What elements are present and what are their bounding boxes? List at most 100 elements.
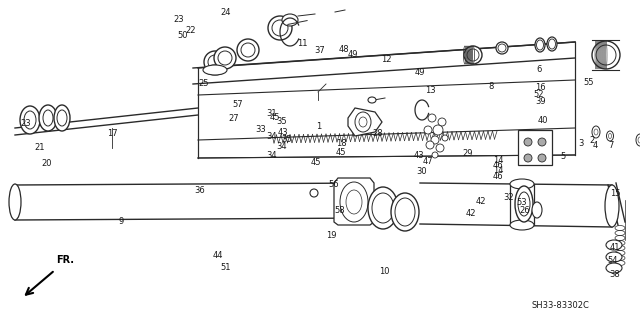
Text: 46: 46 — [493, 161, 503, 170]
Ellipse shape — [39, 105, 57, 131]
Text: SH33-83302C: SH33-83302C — [531, 301, 589, 310]
Ellipse shape — [538, 154, 546, 162]
Text: 40: 40 — [538, 116, 548, 125]
Ellipse shape — [431, 136, 439, 144]
Text: 34: 34 — [267, 151, 277, 160]
Text: 23: 23 — [174, 15, 184, 24]
Text: 38: 38 — [609, 271, 620, 279]
Text: 43: 43 — [414, 151, 424, 160]
Ellipse shape — [282, 14, 298, 26]
Ellipse shape — [9, 184, 21, 220]
Ellipse shape — [310, 189, 318, 197]
Text: 58: 58 — [334, 206, 344, 215]
Text: 50: 50 — [177, 31, 188, 40]
Text: 37: 37 — [315, 46, 325, 55]
Text: 14: 14 — [493, 156, 503, 165]
Ellipse shape — [214, 47, 236, 69]
Text: 49: 49 — [415, 68, 425, 77]
Text: 5: 5 — [561, 152, 566, 161]
Ellipse shape — [606, 240, 622, 250]
Text: 57: 57 — [233, 100, 243, 109]
Text: 56: 56 — [329, 180, 339, 189]
Text: 12: 12 — [381, 56, 392, 64]
Text: 34: 34 — [267, 132, 277, 141]
Ellipse shape — [436, 144, 444, 152]
Ellipse shape — [368, 187, 398, 229]
Text: 49: 49 — [348, 50, 358, 59]
Ellipse shape — [606, 252, 622, 262]
Ellipse shape — [203, 65, 227, 75]
Text: 39: 39 — [536, 97, 546, 106]
Text: 55: 55 — [584, 78, 594, 87]
Text: 2: 2 — [589, 137, 595, 145]
Ellipse shape — [442, 135, 448, 141]
Ellipse shape — [54, 105, 70, 131]
Text: 11: 11 — [297, 39, 307, 48]
Text: 6: 6 — [536, 65, 541, 74]
Text: 26: 26 — [520, 206, 530, 215]
Text: 18: 18 — [337, 139, 347, 148]
Text: 19: 19 — [326, 231, 337, 240]
Text: 15: 15 — [611, 189, 621, 198]
Text: 35: 35 — [282, 135, 292, 144]
Ellipse shape — [438, 118, 446, 126]
Ellipse shape — [606, 263, 622, 273]
Text: 20: 20 — [42, 159, 52, 168]
Text: 45: 45 — [270, 113, 280, 122]
Ellipse shape — [268, 16, 292, 40]
Bar — [518, 130, 552, 165]
Text: 3: 3 — [579, 139, 584, 148]
Text: 35: 35 — [276, 117, 287, 126]
Text: 24: 24 — [220, 8, 230, 17]
Text: 13: 13 — [425, 86, 435, 95]
Ellipse shape — [538, 138, 546, 146]
Text: 46: 46 — [493, 172, 503, 181]
Text: 42: 42 — [476, 197, 486, 206]
Text: 8: 8 — [489, 82, 494, 91]
Ellipse shape — [496, 42, 508, 54]
Text: 17: 17 — [107, 130, 117, 138]
Text: 23: 23 — [20, 119, 31, 128]
Text: 36: 36 — [195, 186, 205, 195]
Text: 44: 44 — [212, 251, 223, 260]
Text: 10: 10 — [379, 267, 389, 276]
Ellipse shape — [535, 38, 545, 52]
Text: 43: 43 — [278, 128, 288, 137]
Ellipse shape — [515, 186, 533, 222]
Text: 51: 51 — [220, 263, 230, 272]
Text: 1: 1 — [316, 122, 321, 131]
Ellipse shape — [237, 39, 259, 61]
Text: 34: 34 — [276, 142, 287, 151]
Text: FR.: FR. — [56, 255, 74, 265]
Ellipse shape — [510, 220, 534, 230]
Ellipse shape — [524, 138, 532, 146]
Ellipse shape — [605, 185, 619, 227]
Text: 54: 54 — [608, 256, 618, 265]
Text: 52: 52 — [534, 90, 544, 99]
Ellipse shape — [592, 41, 620, 69]
Text: 48: 48 — [339, 45, 349, 54]
Text: 28: 28 — [372, 130, 383, 138]
Ellipse shape — [547, 37, 557, 51]
Ellipse shape — [424, 126, 432, 134]
Text: 30: 30 — [416, 167, 426, 176]
Text: 41: 41 — [609, 243, 620, 252]
Text: 25: 25 — [198, 79, 209, 88]
Ellipse shape — [636, 134, 640, 146]
Text: 31: 31 — [266, 109, 276, 118]
Text: 21: 21 — [35, 143, 45, 152]
Text: 42: 42 — [466, 209, 476, 218]
Text: 7: 7 — [609, 141, 614, 150]
Text: 29: 29 — [462, 149, 472, 158]
Text: 22: 22 — [186, 26, 196, 35]
Text: 53: 53 — [516, 198, 527, 207]
Polygon shape — [348, 108, 382, 136]
Ellipse shape — [205, 65, 225, 75]
Ellipse shape — [510, 179, 534, 189]
Ellipse shape — [204, 51, 226, 73]
Ellipse shape — [20, 106, 40, 134]
Ellipse shape — [607, 131, 614, 141]
Text: 32: 32 — [504, 193, 514, 202]
Ellipse shape — [391, 193, 419, 231]
Text: 45: 45 — [311, 158, 321, 167]
